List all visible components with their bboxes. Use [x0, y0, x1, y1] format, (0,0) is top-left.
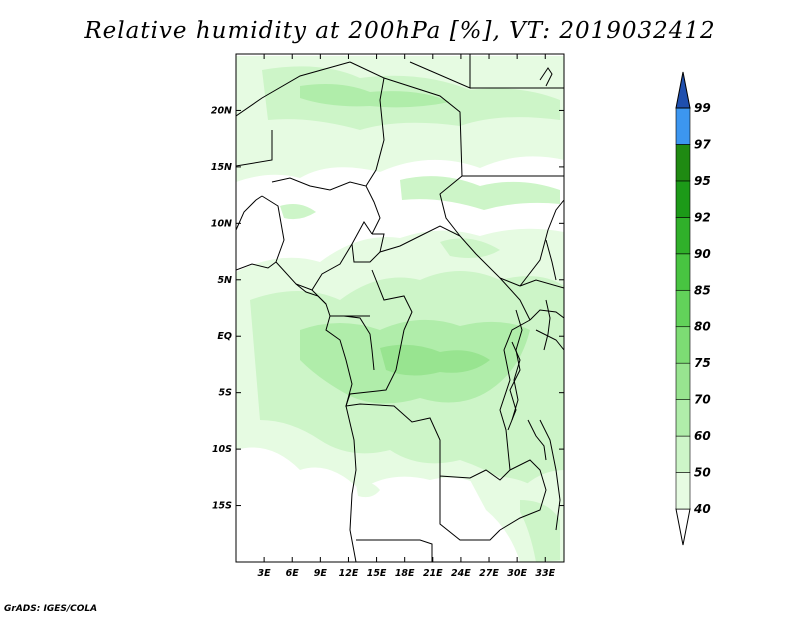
colorbar-label: 40 [693, 502, 711, 516]
colorbar-segment [675, 107, 691, 145]
colorbar-min-triangle [675, 508, 691, 546]
lat-label: 5S [219, 388, 233, 399]
lon-label: 33E [535, 568, 555, 579]
lat-label: 10N [211, 218, 232, 229]
colorbar-segment [675, 472, 691, 510]
colorbar: 40 50 60 70 75 80 85 90 92 95 97 99 [675, 71, 711, 546]
colorbar-label: 75 [694, 356, 711, 370]
lat-label: 10S [212, 444, 232, 455]
colorbar-segment [675, 435, 691, 473]
lon-label: 9E [314, 568, 328, 579]
lon-label: 30E [507, 568, 527, 579]
colorbar-label: 95 [694, 174, 711, 188]
colorbar-label: 70 [694, 393, 711, 407]
grads-credit: GrADS: IGES/COLA [4, 604, 98, 614]
longitude-axis: 3E 6E 9E 12E 15E 18E 21E 24E 27E 30E 33E [258, 54, 556, 579]
colorbar-max-triangle [675, 71, 691, 109]
lat-label: 20N [211, 105, 232, 116]
colorbar-segment [675, 180, 691, 218]
lat-label: EQ [217, 331, 232, 342]
lon-label: 6E [286, 568, 300, 579]
colorbar-label: 90 [694, 247, 711, 261]
map-frame [235, 53, 565, 563]
colorbar-label: 60 [694, 429, 711, 443]
lon-label: 24E [451, 568, 471, 579]
lon-label: 27E [479, 568, 499, 579]
colorbar-label: 80 [694, 320, 711, 334]
lat-label: 15N [211, 162, 232, 173]
lon-label: 15E [367, 568, 387, 579]
latitude-axis: 20N 15N 10N 5N EQ 5S 10S 15S [211, 105, 564, 512]
colorbar-segment [675, 326, 691, 364]
lon-label: 3E [258, 568, 272, 579]
lon-label: 12E [339, 568, 359, 579]
map-title: Relative humidity at 200hPa [%], VT: 201… [84, 18, 716, 44]
colorbar-label: 50 [694, 466, 711, 480]
lon-label: 21E [423, 568, 443, 579]
colorbar-segment [675, 399, 691, 437]
colorbar-segment [675, 253, 691, 291]
colorbar-label: 85 [694, 283, 711, 297]
colorbar-label: 92 [694, 210, 711, 224]
lat-label: 5N [217, 275, 232, 286]
colorbar-label: 99 [694, 101, 711, 115]
colorbar-label: 97 [694, 137, 711, 151]
lat-label: 15S [212, 501, 232, 512]
colorbar-segment [675, 217, 691, 255]
colorbar-segment [675, 289, 691, 328]
lon-label: 18E [395, 568, 415, 579]
colorbar-segment [675, 362, 691, 400]
country-borders [236, 54, 564, 562]
humidity-field [236, 54, 564, 562]
colorbar-segment [675, 144, 691, 182]
